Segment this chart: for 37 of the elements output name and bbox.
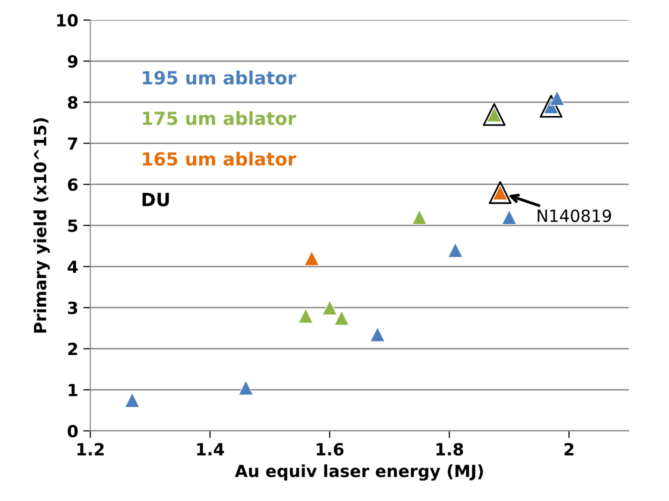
point	[549, 90, 565, 106]
y-tick-label: 1	[68, 384, 78, 396]
y-tick-label: 2	[68, 342, 78, 356]
point	[412, 210, 428, 225]
y-tick-label: 3	[68, 302, 78, 314]
point	[370, 326, 386, 342]
y-tick-label: 6	[68, 178, 78, 191]
annotation: N140819	[538, 209, 612, 222]
y-tick-label: 10	[57, 14, 78, 27]
y-tick-label: 0	[68, 424, 78, 438]
point	[322, 300, 338, 316]
point	[482, 103, 506, 126]
text: 195 um ablator	[142, 70, 296, 85]
y-tick-label: 7	[68, 137, 78, 150]
text: DU	[142, 192, 169, 206]
y-tick-label: 4	[68, 260, 78, 273]
x-axis-title: Au equiv laser energy (MJ)	[234, 464, 483, 481]
point	[238, 380, 254, 396]
text: 175 um ablator	[142, 111, 296, 126]
x-tick-label: 1.4	[197, 443, 224, 456]
x-tick-label: 1.2	[77, 442, 104, 456]
point	[448, 242, 463, 258]
y-tick-label: 8	[68, 96, 78, 109]
point	[540, 94, 562, 118]
y-tick-label: 5	[68, 220, 78, 232]
point	[304, 250, 320, 266]
y-axis-title: Primary yield (x10^15)	[34, 118, 50, 333]
point	[502, 210, 517, 225]
point	[334, 310, 350, 326]
y-tick-label: 9	[68, 55, 78, 68]
point	[298, 308, 314, 324]
x-tick-label: 1.6	[316, 442, 344, 456]
x-tick-label: 2	[564, 442, 574, 456]
point	[488, 181, 512, 204]
point	[124, 392, 140, 408]
x-tick-label: 1.8	[436, 442, 464, 456]
text: 165 um ablator	[142, 152, 296, 166]
